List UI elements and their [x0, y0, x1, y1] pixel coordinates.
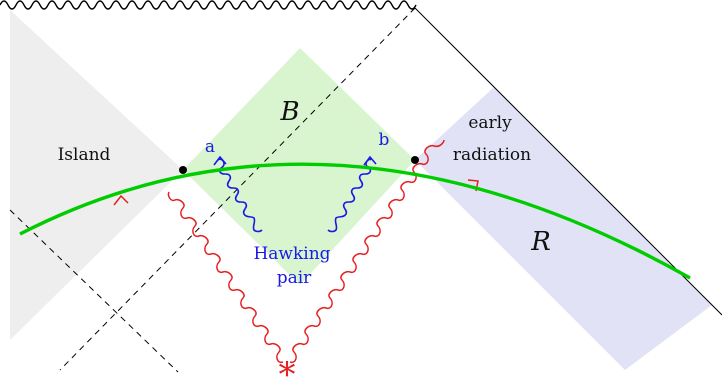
hawking-pair-label-line1: Hawking: [253, 244, 330, 264]
singularity-line: [0, 1, 416, 9]
point-b-dot: [411, 156, 419, 164]
region-r: [415, 87, 712, 370]
point-a-dot: [179, 166, 187, 174]
point-b-label: b: [379, 130, 390, 150]
point-a-label: a: [205, 137, 215, 157]
early-radiation-label-line2: radiation: [453, 145, 531, 165]
source-asterisk-marker: *: [279, 355, 296, 383]
region-r-label: R: [530, 227, 551, 257]
island-region: [10, 10, 183, 340]
region-b-label: B: [279, 97, 299, 127]
early-radiation-label-line1: early: [468, 113, 512, 133]
hawking-pair-label-line2: pair: [277, 268, 312, 288]
island-label: Island: [58, 145, 111, 165]
